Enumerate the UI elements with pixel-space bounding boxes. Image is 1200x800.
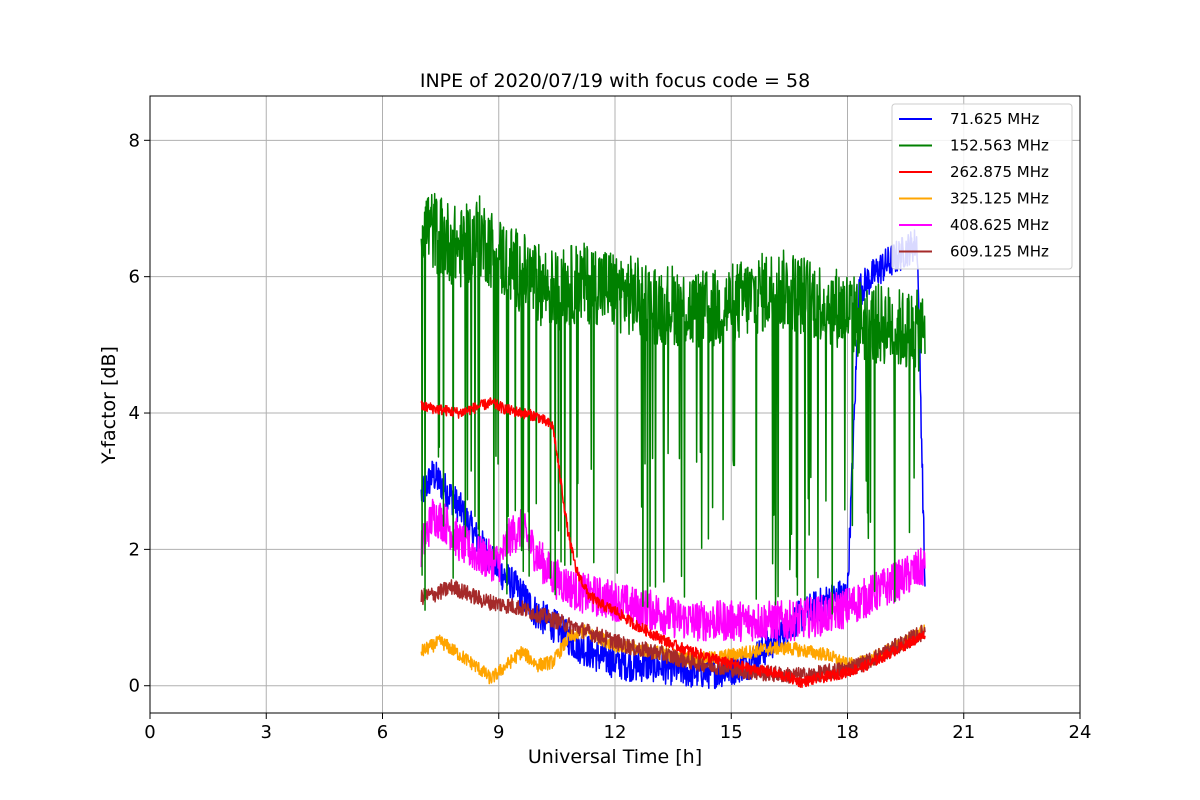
- x-axis: 0 3 6 9 12 15 18 21 24: [144, 713, 1091, 743]
- x-tick-label: 3: [261, 722, 272, 743]
- series-line: [420, 397, 926, 689]
- legend-label: 325.125 MHz: [950, 190, 1049, 208]
- series-layer: [420, 192, 926, 690]
- series-line: [420, 498, 926, 643]
- x-tick-label: 15: [720, 722, 743, 743]
- y-tick-label: 8: [129, 130, 140, 151]
- x-tick-label: 9: [493, 722, 504, 743]
- chart-title: INPE of 2020/07/19 with focus code = 58: [420, 70, 810, 92]
- x-tick-label: 24: [1069, 722, 1092, 743]
- y-tick-label: 2: [129, 539, 140, 560]
- series-line: [420, 192, 926, 615]
- legend-label: 71.625 MHz: [950, 110, 1039, 128]
- y-axis-title: Y-factor [dB]: [98, 346, 120, 465]
- y-tick-label: 6: [129, 267, 140, 288]
- x-tick-label: 21: [952, 722, 975, 743]
- x-tick-label: 6: [377, 722, 388, 743]
- x-tick-label: 12: [604, 722, 627, 743]
- legend-label: 152.563 MHz: [950, 137, 1049, 155]
- legend-box: [891, 103, 1073, 270]
- legend: 71.625 MHz 152.563 MHz 262.875 MHz 325.125 …: [891, 103, 1073, 270]
- y-axis: 0 2 4 6 8: [129, 130, 150, 697]
- legend-label: 408.625 MHz: [950, 216, 1049, 234]
- y-tick-label: 0: [129, 676, 140, 697]
- legend-label: 262.875 MHz: [950, 163, 1049, 181]
- legend-label: 609.125 MHz: [950, 243, 1049, 261]
- x-tick-label: 0: [144, 722, 155, 743]
- y-tick-label: 4: [129, 403, 140, 424]
- x-tick-label: 18: [836, 722, 859, 743]
- x-axis-title: Universal Time [h]: [528, 746, 702, 768]
